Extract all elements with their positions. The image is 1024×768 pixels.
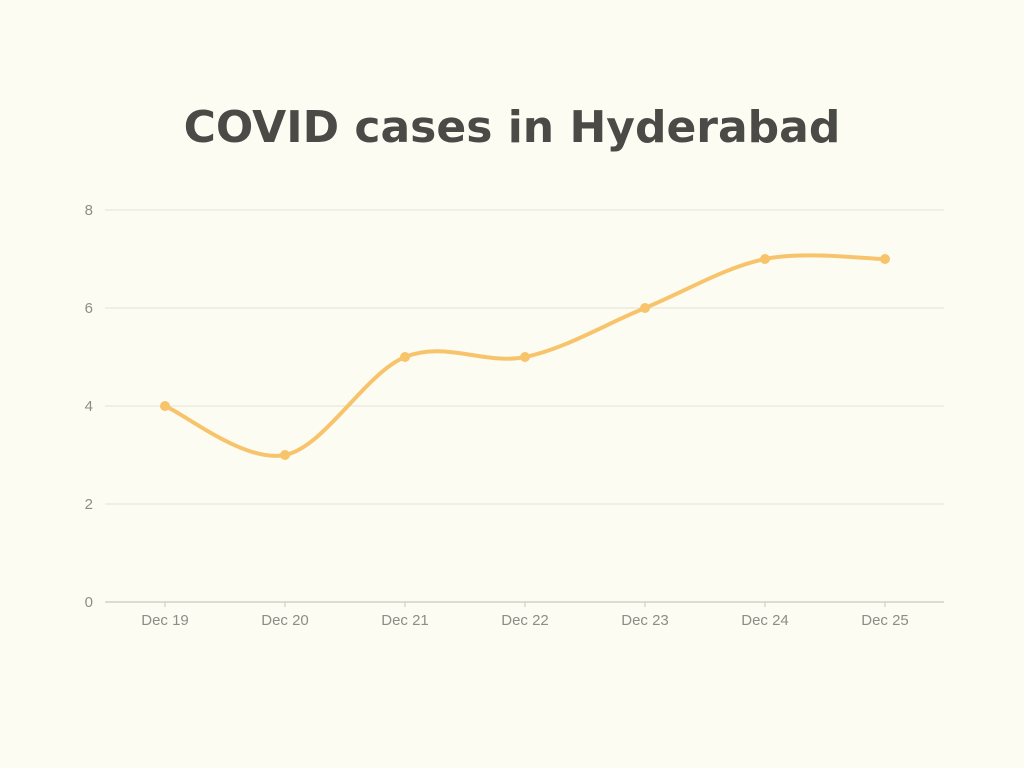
y-tick-label: 6 [85, 300, 93, 317]
y-axis-ticks: 0 2 4 6 8 [85, 202, 93, 611]
chart-title: COVID cases in Hyderabad [183, 102, 841, 153]
series-layer [160, 253, 890, 460]
data-point [280, 450, 290, 460]
data-point [640, 303, 650, 313]
x-tick-label: Dec 25 [861, 612, 909, 629]
x-tick-label: Dec 24 [741, 612, 789, 629]
data-point [160, 401, 170, 411]
y-tick-label: 4 [85, 398, 93, 415]
data-point [400, 352, 410, 362]
x-tick-label: Dec 20 [261, 612, 309, 629]
y-tick-label: 2 [85, 496, 93, 513]
data-point [520, 352, 530, 362]
y-tick-label: 8 [85, 202, 93, 219]
data-point [760, 254, 770, 264]
x-tick-label: Dec 21 [381, 612, 429, 629]
y-tick-label: 0 [85, 594, 93, 611]
gridlines [105, 209, 944, 603]
x-tick-label: Dec 19 [141, 612, 189, 629]
x-tick-label: Dec 22 [501, 612, 549, 629]
x-tick-label: Dec 23 [621, 612, 669, 629]
data-point [880, 254, 890, 264]
x-axis-ticks: Dec 19 Dec 20 Dec 21 Dec 22 Dec 23 Dec 24 Dec … [141, 602, 909, 629]
